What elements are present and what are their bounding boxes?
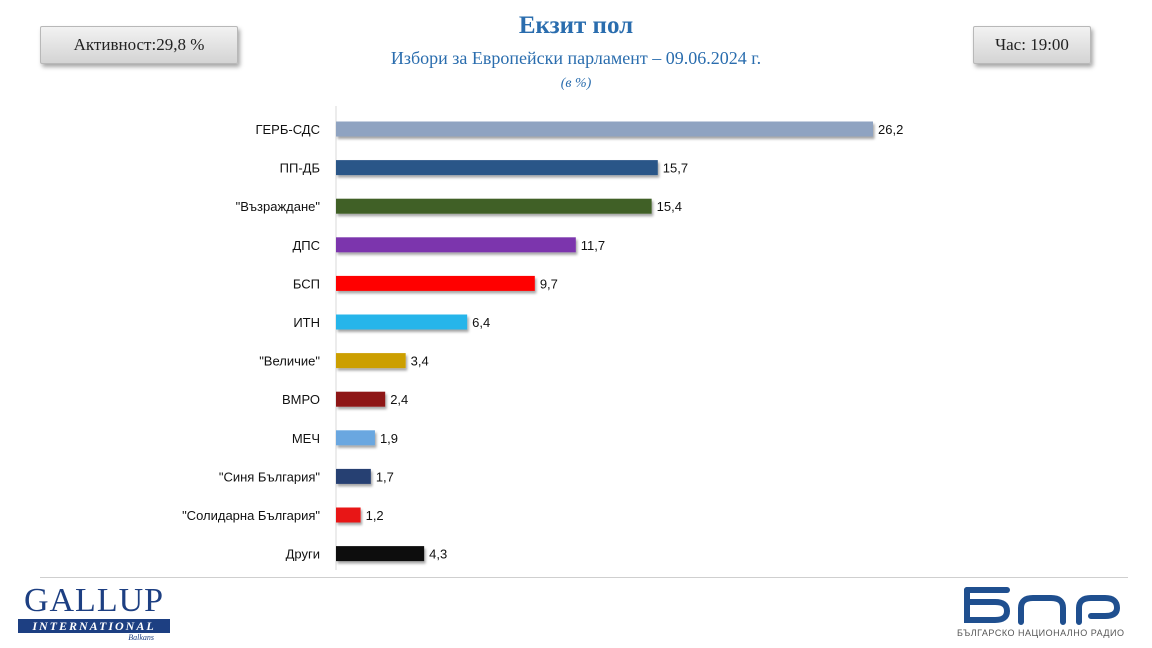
- category-label: ИТН: [293, 315, 320, 330]
- category-label: ДПС: [292, 238, 320, 253]
- gallup-logo-band: INTERNATIONAL: [18, 619, 170, 633]
- chart-subtitle: Избори за Европейски парламент – 09.06.2…: [390, 48, 762, 68]
- category-label: "Синя България": [219, 469, 321, 484]
- value-label: 1,2: [366, 508, 384, 523]
- gallup-logo-sub: Balkans: [128, 633, 154, 642]
- value-label: 4,3: [429, 547, 447, 562]
- value-label: 15,7: [663, 161, 688, 176]
- value-label: 3,4: [411, 354, 429, 369]
- category-label: ВМРО: [282, 392, 320, 407]
- bar: [336, 546, 425, 562]
- bar: [336, 468, 371, 484]
- gallup-logo-text: GALLUP: [23, 582, 165, 619]
- bar: [336, 237, 576, 253]
- bar: [336, 121, 873, 137]
- chart-title: Екзит пол: [518, 12, 634, 39]
- bnr-caption: БЪЛГАРСКО НАЦИОНАЛНО РАДИО: [957, 628, 1125, 638]
- value-label: 9,7: [540, 276, 558, 291]
- time-badge: Час: 19:00: [973, 26, 1091, 64]
- chart-unit: (в %): [560, 76, 592, 91]
- turnout-badge: Активност:29,8 %: [40, 26, 238, 64]
- bar: [336, 160, 658, 176]
- gallup-logo: GALLUP INTERNATIONAL Balkans: [14, 584, 174, 646]
- bar: [336, 314, 468, 330]
- value-label: 11,7: [581, 238, 605, 253]
- category-label: "Солидарна България": [182, 508, 320, 523]
- bar: [336, 507, 361, 523]
- category-label: БСП: [293, 276, 320, 291]
- footer-divider: [40, 577, 1128, 578]
- category-label: "Величие": [259, 354, 320, 369]
- category-label: Други: [286, 547, 320, 562]
- category-label: МЕЧ: [292, 431, 320, 446]
- category-label: "Възраждане": [236, 199, 321, 214]
- bar: [336, 275, 535, 291]
- category-label: ГЕРБ-СДС: [255, 122, 320, 137]
- bar: [336, 391, 386, 407]
- bar: [336, 198, 652, 214]
- value-label: 1,9: [380, 431, 398, 446]
- bnr-logo: БЪЛГАРСКО НАЦИОНАЛНО РАДИО: [955, 584, 1135, 644]
- bar: [336, 430, 375, 446]
- value-label: 15,4: [657, 199, 682, 214]
- bar: [336, 353, 406, 369]
- value-label: 2,4: [390, 392, 408, 407]
- value-label: 1,7: [376, 469, 394, 484]
- value-label: 26,2: [878, 122, 903, 137]
- bnr-logo-mark: [964, 587, 1121, 625]
- category-label: ПП-ДБ: [280, 161, 320, 176]
- value-label: 6,4: [472, 315, 490, 330]
